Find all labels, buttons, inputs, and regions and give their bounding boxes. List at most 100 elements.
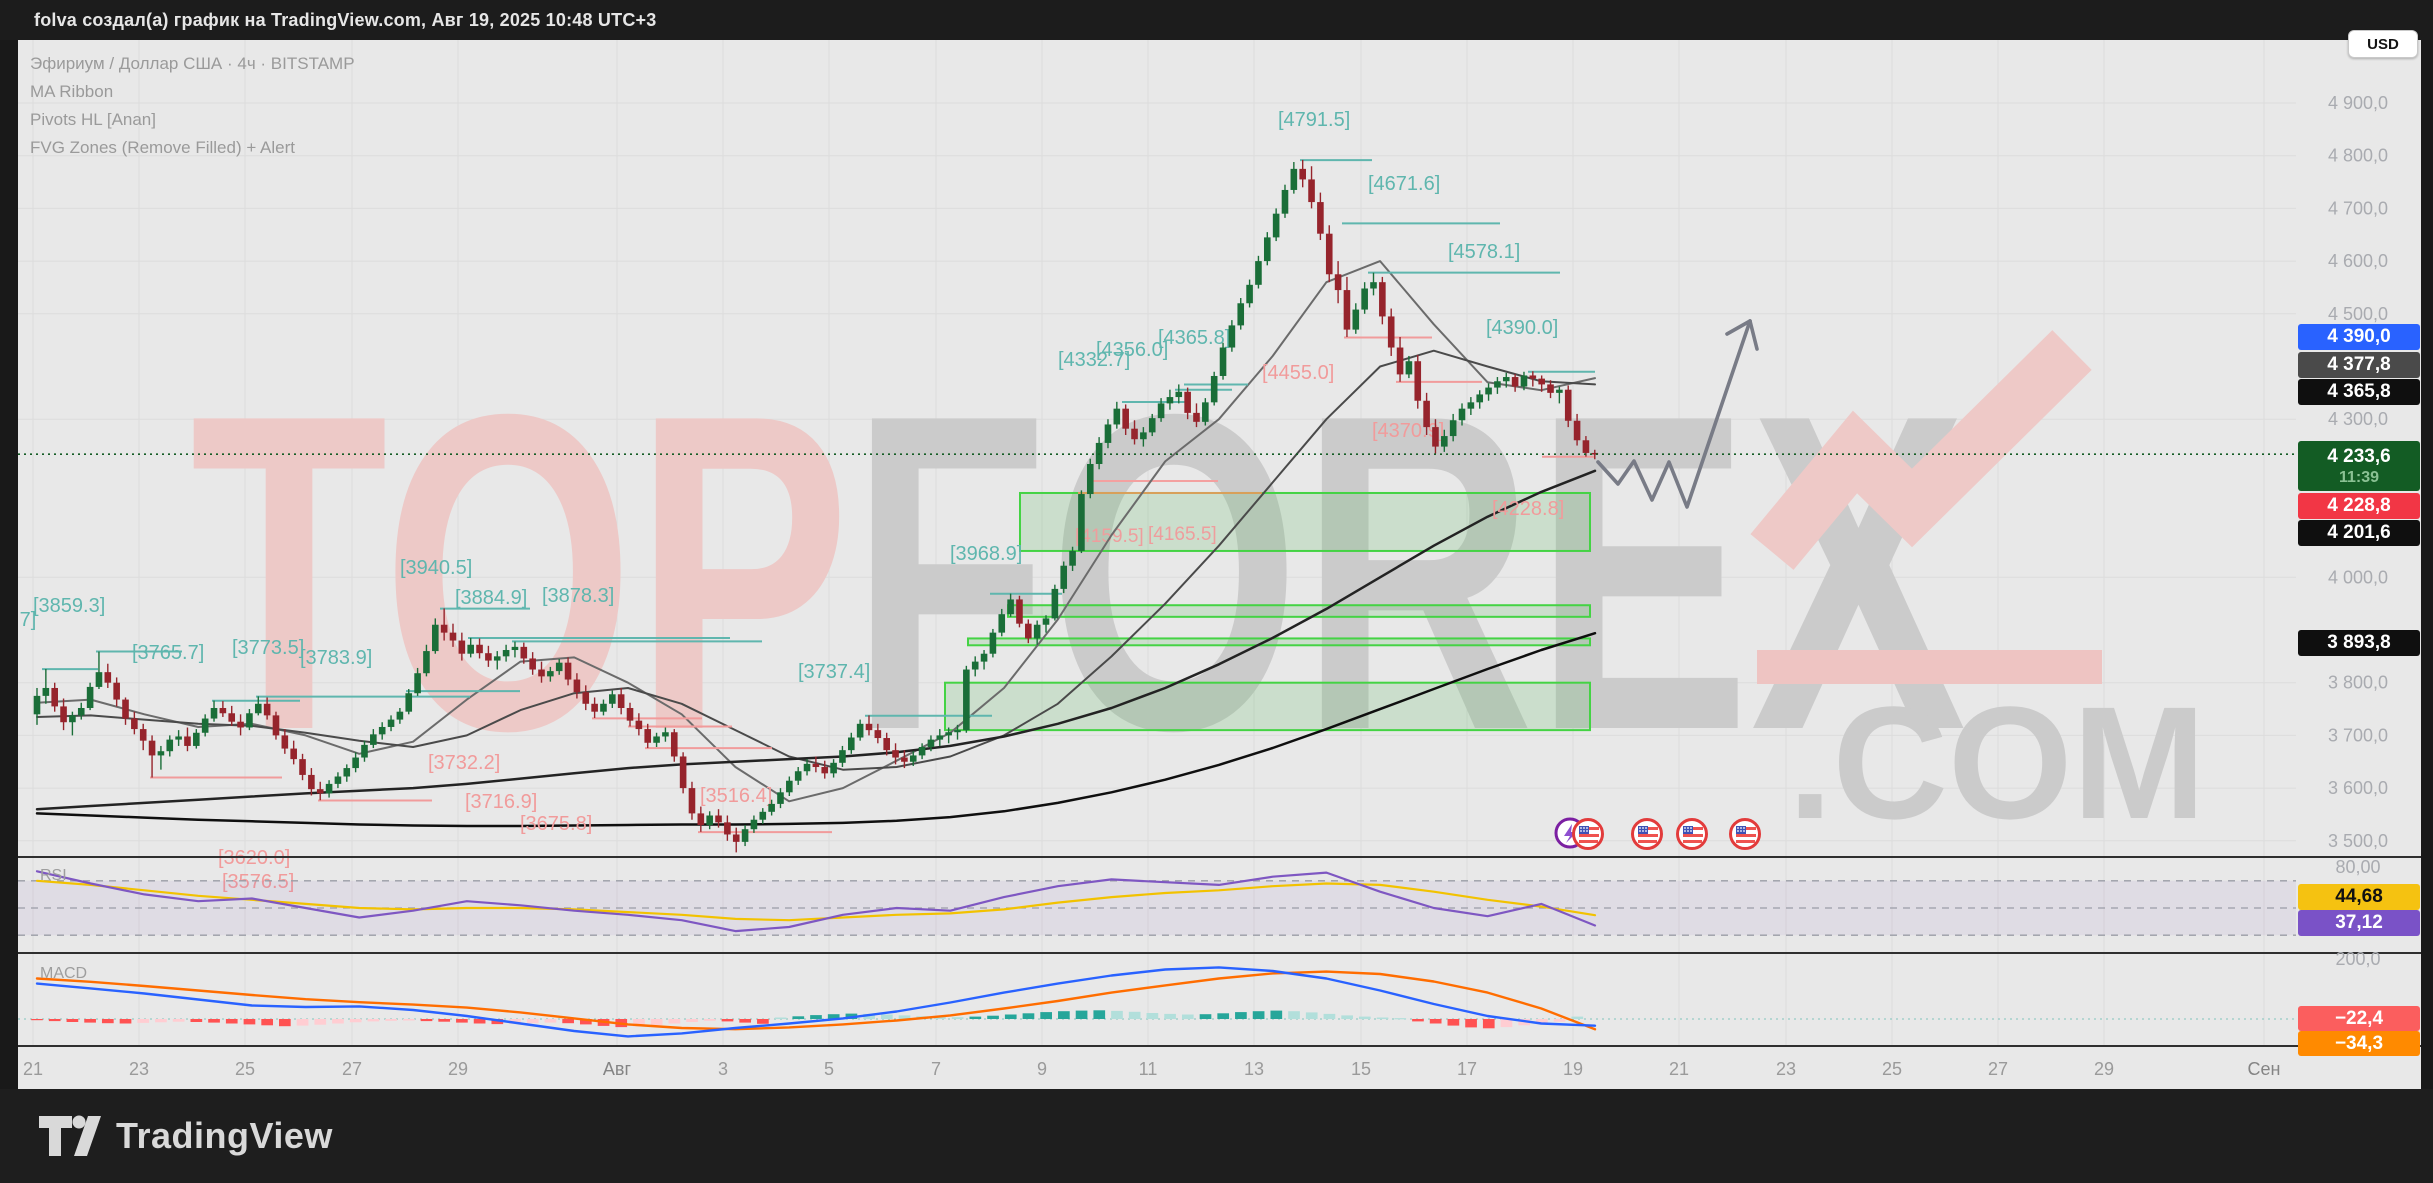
- svg-text:5: 5: [824, 1059, 834, 1079]
- svg-text:3 700,0: 3 700,0: [2328, 725, 2388, 745]
- svg-text:21: 21: [1669, 1059, 1689, 1079]
- tradingview-logo[interactable]: TradingView: [38, 1114, 333, 1158]
- fvg-zone: [1019, 491, 1591, 552]
- svg-text:4 300,0: 4 300,0: [2328, 409, 2388, 429]
- macd-hist-value-badge: −22,4: [2298, 1006, 2420, 1031]
- svg-text:25: 25: [235, 1059, 255, 1079]
- svg-text:19: 19: [1563, 1059, 1583, 1079]
- svg-text:[3825.7]: [3825.7]: [0, 609, 36, 631]
- svg-text:[4356.0]: [4356.0]: [1096, 339, 1168, 361]
- svg-text:15: 15: [1351, 1059, 1371, 1079]
- svg-text:3 500,0: 3 500,0: [2328, 831, 2388, 851]
- svg-text:[4578.1]: [4578.1]: [1448, 241, 1520, 263]
- svg-text:[3576.5]: [3576.5]: [222, 871, 294, 893]
- svg-text:[3675.8]: [3675.8]: [520, 813, 592, 835]
- ma-mid-value-badge: 4 365,8: [2298, 379, 2420, 405]
- svg-text:RSI: RSI: [40, 867, 67, 884]
- pane-content: TOPFOREX.COM[4159.5][4165.5][3825.7][385…: [0, 40, 2296, 1046]
- flag-stickers: [1554, 817, 1761, 850]
- svg-text:4 800,0: 4 800,0: [2328, 146, 2388, 166]
- svg-text:27: 27: [1988, 1059, 2008, 1079]
- tradingview-logo-icon: [39, 1115, 101, 1156]
- svg-text:17: 17: [1457, 1059, 1477, 1079]
- pivot-low-value-badge: 4 228,8: [2298, 493, 2420, 519]
- svg-text:21: 21: [23, 1059, 43, 1079]
- svg-text:Сен: Сен: [2248, 1059, 2281, 1079]
- snapshot-header: folva создал(а) график на TradingView.co…: [0, 0, 2433, 40]
- svg-text:[3716.9]: [3716.9]: [465, 791, 537, 813]
- svg-text:27: 27: [342, 1059, 362, 1079]
- price-axis[interactable]: 4 900,0 4 800,0 4 700,0 4 600,0 4 500,0 4 300…: [2328, 93, 2388, 969]
- svg-text:[3878.3]: [3878.3]: [542, 585, 614, 607]
- svg-text:TOPFOREX: TOPFOREX: [190, 322, 1968, 825]
- macd-signal-value-badge: −34,3: [2298, 1031, 2420, 1056]
- pivot-value-badge: 4 390,0: [2298, 324, 2420, 350]
- legend-symbol[interactable]: Эфириум / Доллар США · 4ч · BITSTAMP: [30, 54, 355, 73]
- svg-text:11: 11: [1139, 1059, 1158, 1079]
- svg-text:[3968.9]: [3968.9]: [950, 543, 1022, 565]
- svg-text:3 800,0: 3 800,0: [2328, 673, 2388, 693]
- snapshot-title: folva создал(а) график на TradingView.co…: [34, 9, 657, 30]
- time-axis[interactable]: 21 23 25 27 29 Авг 3 5 7 9 11 13 15 17 19 21 23 25 27 29 Сен: [23, 1059, 2280, 1079]
- svg-text:[3737.4]: [3737.4]: [798, 661, 870, 683]
- rsi-pane: RSI: [18, 867, 2296, 936]
- svg-text:[4455.0]: [4455.0]: [1262, 362, 1334, 384]
- svg-text:4 900,0: 4 900,0: [2328, 93, 2388, 113]
- svg-text:13: 13: [1244, 1059, 1264, 1079]
- svg-text:4 700,0: 4 700,0: [2328, 198, 2388, 218]
- svg-text:[4791.5]: [4791.5]: [1278, 109, 1350, 131]
- svg-text:[3765.7]: [3765.7]: [132, 642, 204, 664]
- ma-100-value-badge: 4 201,6: [2298, 520, 2420, 546]
- chart-legend: Эфириум / Доллар США · 4ч · BITSTAMP MA …: [30, 52, 355, 164]
- ma-200-value-badge: 3 893,8: [2298, 630, 2420, 656]
- last-price-badge: 4 233,6 11:39: [2298, 441, 2420, 491]
- svg-text:[3940.5]: [3940.5]: [400, 557, 472, 579]
- svg-text:[4159.5]: [4159.5]: [1075, 526, 1144, 547]
- svg-text:[4671.6]: [4671.6]: [1368, 173, 1440, 195]
- fvg-zone: [1007, 604, 1591, 618]
- svg-text:23: 23: [1776, 1059, 1796, 1079]
- svg-text:[3859.3]: [3859.3]: [33, 595, 105, 617]
- svg-text:[3884.9]: [3884.9]: [455, 587, 527, 609]
- ma-200: [35, 631, 1597, 828]
- svg-text:7: 7: [931, 1059, 941, 1079]
- svg-text:[3783.9]: [3783.9]: [300, 647, 372, 669]
- legend-indicator-pivots[interactable]: Pivots HL [Anan]: [30, 110, 156, 129]
- svg-text:Авг: Авг: [603, 1059, 632, 1079]
- svg-text:29: 29: [2094, 1059, 2114, 1079]
- currency-unit-button[interactable]: USD: [2348, 30, 2418, 58]
- pivots-hl: [3825.7][3859.3] [3765.7] [3773.5][3783.9]…: [0, 109, 1595, 893]
- trend-arrow-drawing[interactable]: [1596, 319, 1759, 509]
- svg-text:80,00: 80,00: [2335, 857, 2380, 877]
- svg-text:4 000,0: 4 000,0: [2328, 567, 2388, 587]
- ma-fast-value-badge: 4 377,8: [2298, 352, 2420, 378]
- svg-text:[3773.5]: [3773.5]: [232, 637, 304, 659]
- svg-text:9: 9: [1037, 1059, 1047, 1079]
- legend-indicator-fvg[interactable]: FVG Zones (Remove Filled) + Alert: [30, 138, 296, 157]
- svg-text:[3732.2]: [3732.2]: [428, 752, 500, 774]
- svg-text:3 600,0: 3 600,0: [2328, 778, 2388, 798]
- svg-text:4 500,0: 4 500,0: [2328, 304, 2388, 324]
- svg-text:25: 25: [1882, 1059, 1902, 1079]
- topforex-watermark: TOPFOREX.COM: [190, 322, 2206, 852]
- footer-bar: TradingView: [0, 1089, 2433, 1183]
- svg-text:3: 3: [718, 1059, 728, 1079]
- svg-text:200,0: 200,0: [2335, 949, 2380, 969]
- fvg-zone: [967, 637, 1591, 647]
- svg-text:[4365.8]: [4365.8]: [1158, 327, 1230, 349]
- svg-text:29: 29: [448, 1059, 468, 1079]
- rsi-value-badge: 37,12: [2298, 910, 2420, 936]
- svg-text:[4332.7]: [4332.7]: [1058, 349, 1130, 371]
- svg-text:[4165.5]: [4165.5]: [1148, 524, 1217, 545]
- legend-indicator-ma-ribbon[interactable]: MA Ribbon: [30, 82, 114, 101]
- fvg-zone: [944, 681, 1591, 732]
- svg-text:[3516.4]: [3516.4]: [700, 785, 772, 807]
- svg-text:23: 23: [129, 1059, 149, 1079]
- svg-text:[4228.8]: [4228.8]: [1492, 498, 1564, 520]
- chart-background: [18, 40, 2421, 1089]
- rsi-ma-value-badge: 44,68: [2298, 884, 2420, 910]
- svg-text:4 600,0: 4 600,0: [2328, 251, 2388, 271]
- tradingview-logo-text: TradingView: [116, 1115, 333, 1156]
